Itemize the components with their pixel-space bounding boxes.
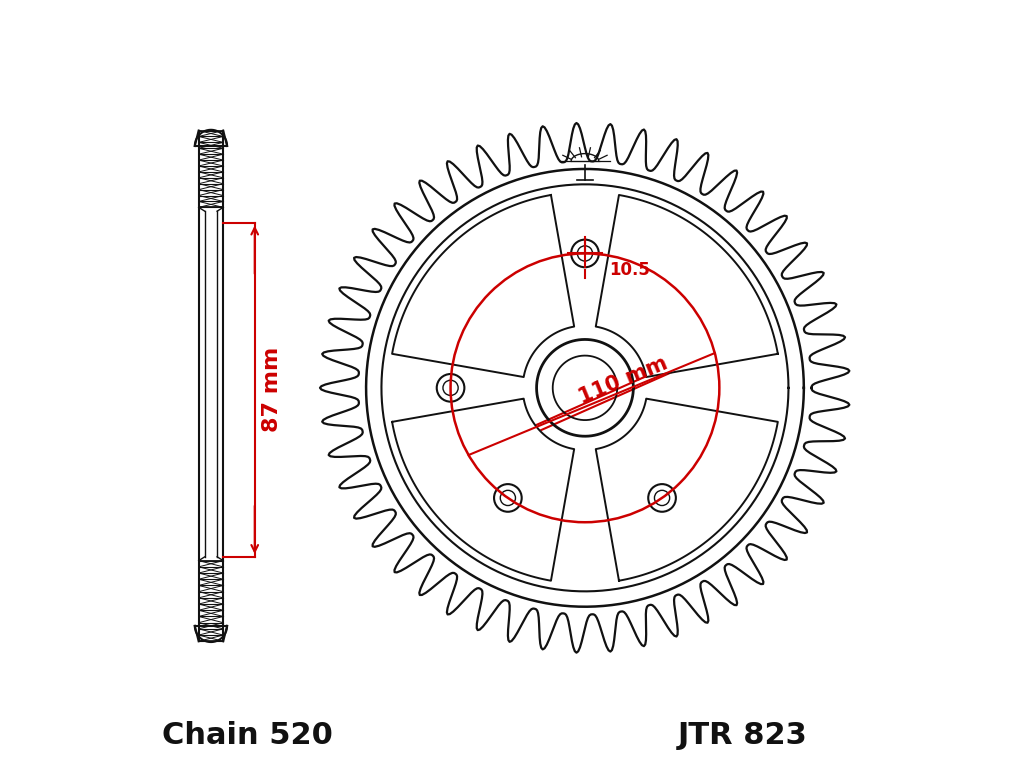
Circle shape [494,484,521,511]
Circle shape [648,484,676,511]
Polygon shape [392,195,574,377]
Polygon shape [596,399,778,581]
Text: 10.5: 10.5 [609,261,650,280]
Circle shape [654,490,670,505]
Polygon shape [392,399,574,581]
Polygon shape [596,195,778,377]
Text: 87 mm: 87 mm [261,347,282,432]
Text: JTR 823: JTR 823 [678,721,807,750]
Circle shape [443,380,458,396]
Circle shape [571,240,599,267]
Circle shape [501,490,515,505]
Text: Chain 520: Chain 520 [162,721,333,750]
Circle shape [436,374,465,402]
Circle shape [578,246,593,261]
Text: 110 mm: 110 mm [575,353,671,408]
